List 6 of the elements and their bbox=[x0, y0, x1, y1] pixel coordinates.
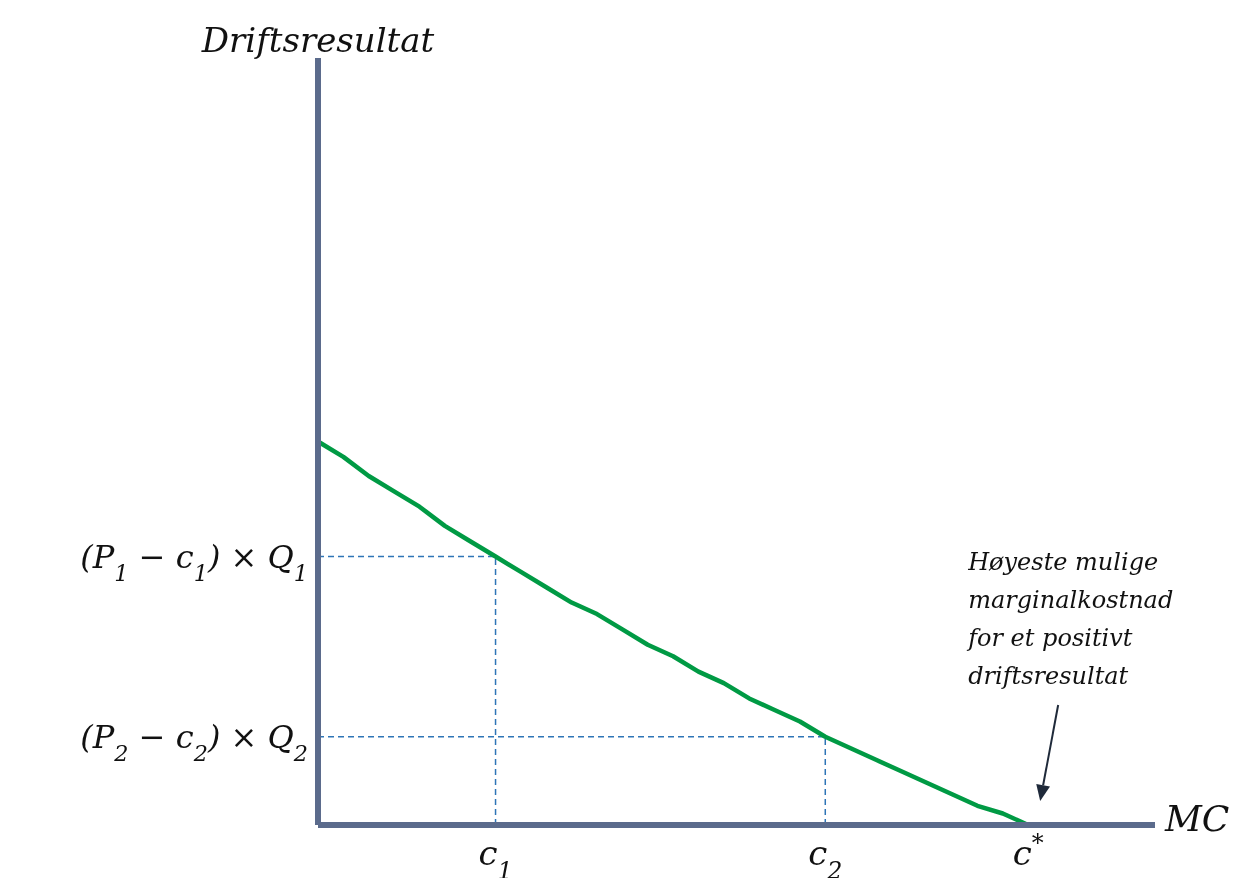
x-tick-label: c$^{*}$ bbox=[1012, 829, 1044, 873]
x-axis-title: MC bbox=[1164, 798, 1230, 839]
ref-line-label: (P$_{2}$ − c$_{2}$) × Q$_{2}$ bbox=[80, 717, 308, 766]
annotation: Høyeste mulige marginalkostnad for et positivt driftsresultat bbox=[966, 548, 1174, 690]
text: Driftsresultat bbox=[200, 20, 435, 60]
ref-line-label: (P$_{1}$ − c$_{1}$) × Q$_{1}$ bbox=[80, 537, 308, 586]
